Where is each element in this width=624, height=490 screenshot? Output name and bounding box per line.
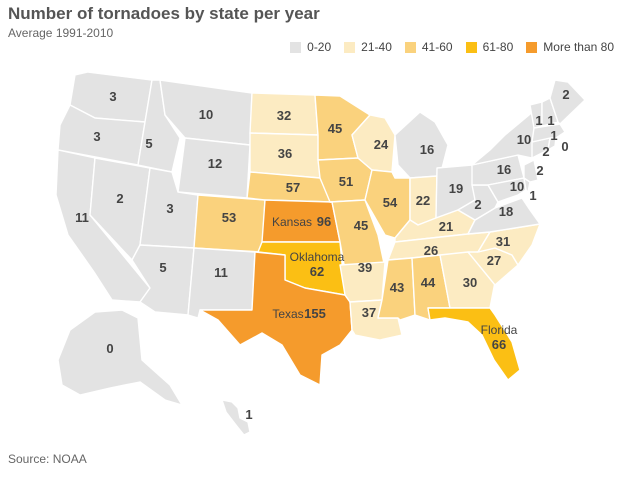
label-oklahoma-value: 62 xyxy=(310,264,324,279)
label-louisiana: 37 xyxy=(362,305,376,320)
label-vermont: 1 xyxy=(535,113,542,128)
label-minnesota: 45 xyxy=(328,121,342,136)
state-maryland xyxy=(487,177,527,203)
legend-item-41-60: 41-60 xyxy=(404,40,453,54)
label-oregon: 3 xyxy=(93,129,100,144)
label-california: 11 xyxy=(75,210,89,225)
source-note: Source: NOAA xyxy=(8,452,87,466)
label-maine: 2 xyxy=(562,87,569,102)
legend-label: 41-60 xyxy=(421,40,453,54)
legend-item-more-than-80: More than 80 xyxy=(526,40,614,54)
state-michigan xyxy=(394,111,449,179)
label-pennsylvania: 16 xyxy=(497,162,511,177)
chart-subtitle: Average 1991-2010 xyxy=(8,26,114,40)
state-wisconsin xyxy=(351,114,396,173)
label-maryland: 10 xyxy=(510,179,524,194)
label-montana: 10 xyxy=(199,107,213,122)
label-mississippi: 43 xyxy=(390,280,404,295)
legend-label: 21-40 xyxy=(361,40,392,54)
label-illinois: 54 xyxy=(383,195,398,210)
label-kansas-name: Kansas xyxy=(272,215,312,229)
label-kentucky: 21 xyxy=(439,219,453,234)
label-virginia: 18 xyxy=(499,204,513,219)
label-florida-value: 66 xyxy=(492,337,506,352)
state-hawaii xyxy=(221,399,251,436)
label-delaware: 1 xyxy=(529,188,536,203)
label-new-hampshire: 1 xyxy=(547,113,554,128)
label-alabama: 44 xyxy=(421,275,436,290)
state-new-mexico xyxy=(187,247,256,319)
label-south-carolina: 27 xyxy=(487,253,501,268)
legend: 0-20 21-40 41-60 61-80 More than 80 xyxy=(290,40,614,54)
label-new-jersey: 2 xyxy=(536,163,543,178)
state-georgia xyxy=(439,251,496,309)
label-wisconsin: 24 xyxy=(374,137,389,152)
label-north-carolina: 31 xyxy=(496,234,510,249)
label-oklahoma-name: Oklahoma xyxy=(290,250,345,264)
state-new-jersey xyxy=(523,159,539,183)
label-utah: 3 xyxy=(166,201,173,216)
legend-item-61-80: 61-80 xyxy=(465,40,514,54)
label-hawaii: 1 xyxy=(245,407,252,422)
label-wyoming: 12 xyxy=(208,156,222,171)
label-colorado: 53 xyxy=(222,210,236,225)
label-georgia: 30 xyxy=(463,275,477,290)
label-florida-name: Florida xyxy=(481,323,518,337)
label-nevada: 2 xyxy=(116,191,123,206)
label-connecticut: 2 xyxy=(542,144,549,159)
label-indiana: 22 xyxy=(416,193,430,208)
label-north-dakota: 32 xyxy=(277,108,291,123)
legend-item-21-40: 21-40 xyxy=(344,40,392,54)
legend-swatch xyxy=(290,41,302,53)
label-texas-name: Texas xyxy=(272,307,303,321)
label-new-mexico: 11 xyxy=(214,265,228,280)
label-arkansas: 39 xyxy=(358,260,372,275)
legend-swatch xyxy=(465,41,477,53)
label-texas-value: 155 xyxy=(304,306,326,321)
legend-label: 0-20 xyxy=(307,40,332,54)
label-washington: 3 xyxy=(109,89,116,104)
legend-label: 61-80 xyxy=(482,40,514,54)
label-south-dakota: 36 xyxy=(278,146,292,161)
legend-swatch xyxy=(404,41,416,53)
legend-item-0-20: 0-20 xyxy=(290,40,331,54)
state-texas xyxy=(199,251,353,386)
state-maine xyxy=(549,79,586,125)
label-ohio: 19 xyxy=(449,181,463,196)
label-missouri: 45 xyxy=(354,218,368,233)
state-florida xyxy=(427,307,521,381)
label-alaska: 0 xyxy=(106,341,113,356)
legend-swatch xyxy=(344,41,356,53)
label-arizona: 5 xyxy=(159,260,166,275)
legend-swatch xyxy=(526,41,538,53)
label-michigan: 16 xyxy=(420,142,434,157)
state-alaska xyxy=(57,309,183,406)
label-rhode-island: 0 xyxy=(561,139,568,154)
label-kansas-value: 96 xyxy=(317,214,331,229)
legend-label: More than 80 xyxy=(543,40,614,54)
label-tennessee: 26 xyxy=(424,243,438,258)
label-new-york: 10 xyxy=(517,132,531,147)
label-nebraska: 57 xyxy=(286,180,300,195)
label-west-virginia: 2 xyxy=(474,197,481,212)
label-iowa: 51 xyxy=(339,174,353,189)
chart-title: Number of tornadoes by state per year xyxy=(8,4,320,23)
label-massachusetts: 1 xyxy=(550,128,557,143)
label-idaho: 5 xyxy=(145,136,152,151)
